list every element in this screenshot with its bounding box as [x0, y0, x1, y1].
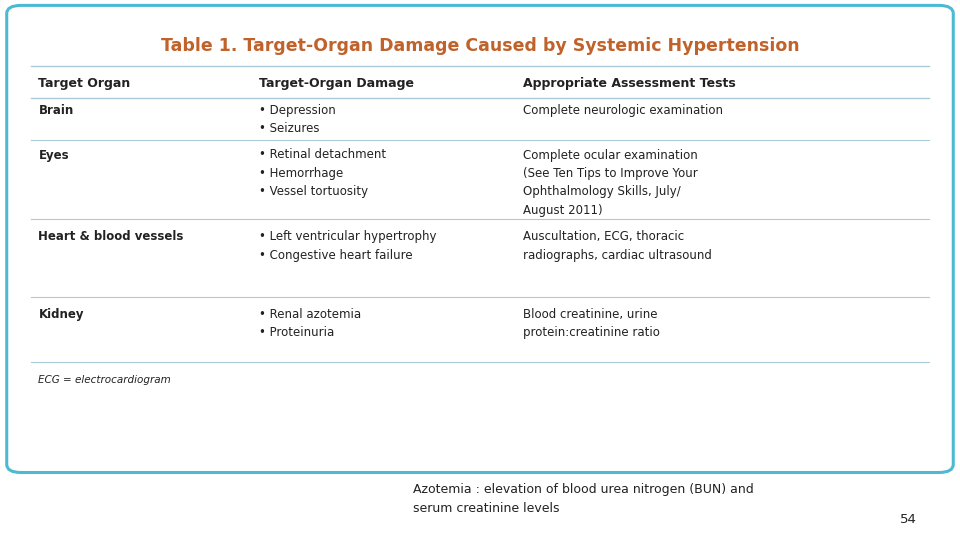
Text: • Renal azotemia
• Proteinuria: • Renal azotemia • Proteinuria: [259, 308, 361, 339]
Text: ECG = electrocardiogram: ECG = electrocardiogram: [38, 375, 171, 386]
Text: • Depression
• Seizures: • Depression • Seizures: [259, 104, 336, 135]
Text: • Left ventricular hypertrophy
• Congestive heart failure: • Left ventricular hypertrophy • Congest…: [259, 230, 437, 261]
Text: serum creatinine levels: serum creatinine levels: [413, 502, 560, 515]
Text: Brain: Brain: [38, 104, 74, 117]
Text: Target-Organ Damage: Target-Organ Damage: [259, 77, 414, 90]
Text: Complete neurologic examination: Complete neurologic examination: [523, 104, 723, 117]
Text: • Retinal detachment
• Hemorrhage
• Vessel tortuosity: • Retinal detachment • Hemorrhage • Vess…: [259, 148, 386, 199]
Text: Target Organ: Target Organ: [38, 77, 131, 90]
Text: Kidney: Kidney: [38, 308, 84, 321]
FancyBboxPatch shape: [7, 5, 953, 472]
Text: Eyes: Eyes: [38, 148, 69, 161]
Text: Blood creatinine, urine
protein:creatinine ratio: Blood creatinine, urine protein:creatini…: [523, 308, 660, 339]
Text: Complete ocular examination
(See Ten Tips to Improve Your
Ophthalmology Skills, : Complete ocular examination (See Ten Tip…: [523, 148, 698, 217]
Text: 54: 54: [900, 513, 917, 526]
Text: Appropriate Assessment Tests: Appropriate Assessment Tests: [523, 77, 736, 90]
Text: Table 1. Target-Organ Damage Caused by Systemic Hypertension: Table 1. Target-Organ Damage Caused by S…: [160, 37, 800, 55]
Text: Azotemia : elevation of blood urea nitrogen (BUN) and: Azotemia : elevation of blood urea nitro…: [413, 483, 754, 496]
Text: Heart & blood vessels: Heart & blood vessels: [38, 230, 183, 243]
Text: Auscultation, ECG, thoracic
radiographs, cardiac ultrasound: Auscultation, ECG, thoracic radiographs,…: [523, 230, 712, 261]
